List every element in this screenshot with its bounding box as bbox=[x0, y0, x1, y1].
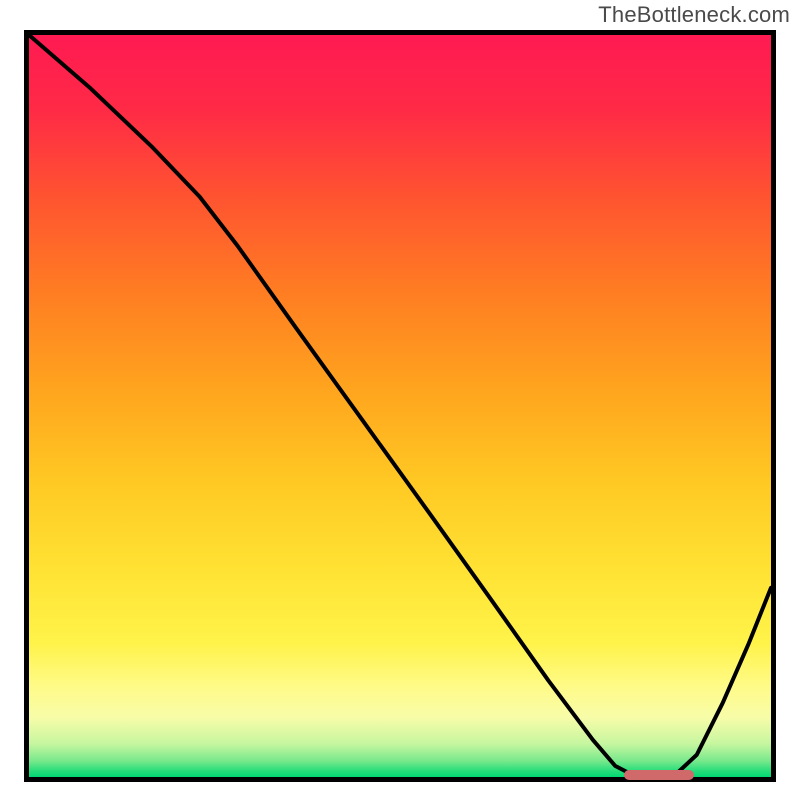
bottleneck-curve bbox=[29, 35, 771, 777]
plot-frame bbox=[24, 30, 776, 782]
curve-path bbox=[29, 35, 771, 776]
watermark-text: TheBottleneck.com bbox=[598, 2, 790, 28]
optimal-range-marker bbox=[624, 770, 694, 780]
chart-stage: TheBottleneck.com bbox=[0, 0, 800, 800]
